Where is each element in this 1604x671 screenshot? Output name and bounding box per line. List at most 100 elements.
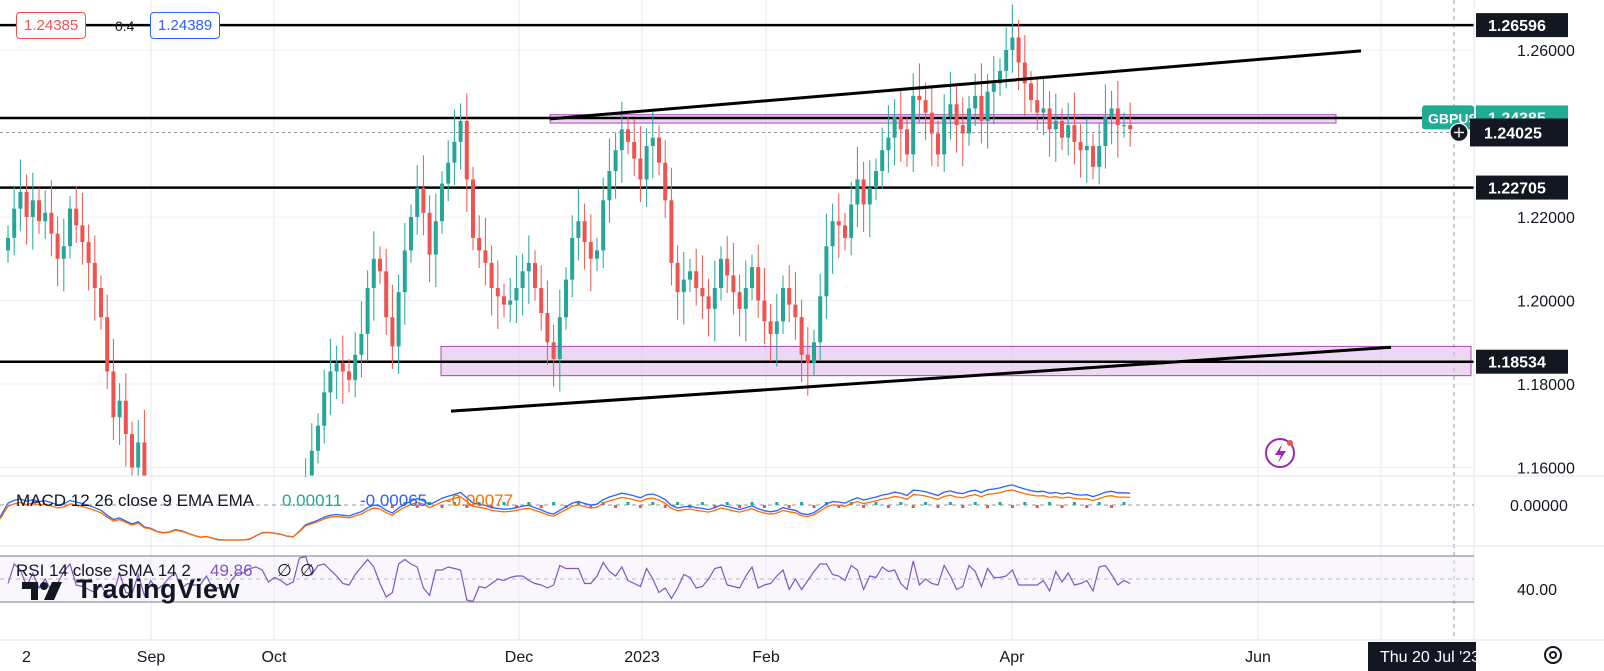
ask-price-box[interactable]: 1.24389 <box>150 12 221 39</box>
rsi-line <box>7 555 1131 603</box>
candle-body <box>533 262 537 288</box>
macd-histogram-bar <box>527 502 531 505</box>
macd-hist-value: -0.00077 <box>446 491 513 510</box>
candle-body <box>768 321 773 334</box>
candle-body <box>409 217 413 251</box>
candle-body <box>526 262 531 272</box>
candle-body <box>582 221 587 243</box>
candle-body <box>886 137 891 151</box>
candle-body <box>1004 50 1009 71</box>
candle-body <box>1060 120 1064 138</box>
candle-body <box>613 150 618 172</box>
settings-gear-icon <box>1544 646 1562 664</box>
candle-body <box>787 287 792 305</box>
candle-body <box>1072 125 1077 142</box>
price-axis-tick: 1.18000 <box>1517 377 1575 394</box>
candle-body <box>818 296 823 343</box>
candle-body <box>979 95 984 121</box>
bid-price-box[interactable]: 1.24385 <box>16 12 87 39</box>
candle-body <box>123 400 128 435</box>
candle-body <box>136 442 141 468</box>
candle-body <box>644 146 649 180</box>
upper-trendline <box>549 49 1362 121</box>
macd-histogram-bar <box>924 502 928 505</box>
candle-body <box>719 258 723 288</box>
candle-body <box>371 258 376 288</box>
macd-histogram-bar <box>552 502 556 505</box>
macd-histogram-bar <box>440 505 444 508</box>
candle-body <box>1122 125 1126 127</box>
candle-body <box>359 333 364 355</box>
candle-body <box>917 95 922 101</box>
candle-body <box>452 141 457 163</box>
candle-body <box>948 104 953 117</box>
macd-histogram-bar <box>700 502 704 505</box>
macd-histogram-bar <box>1122 502 1126 505</box>
candle-body <box>905 129 909 155</box>
candle-body <box>18 191 23 209</box>
macd-histogram-bar <box>428 502 432 505</box>
candle-body <box>601 200 606 251</box>
macd-histogram-bar <box>502 502 506 505</box>
lower-trendline <box>450 345 1392 413</box>
candle-body <box>545 313 550 343</box>
spread-value: 0.4 <box>115 18 135 34</box>
macd-histogram-bar <box>576 502 580 505</box>
time-axis-label: Feb <box>752 649 780 666</box>
time-axis-label: Sep <box>137 649 166 666</box>
candle-body <box>1103 116 1108 147</box>
candle-body <box>805 354 810 364</box>
macd-histogram-bar <box>837 505 841 508</box>
candle-body <box>669 200 674 263</box>
macd-histogram-bar <box>1060 505 1064 508</box>
macd-histogram-bar <box>614 505 618 508</box>
candle-body <box>477 237 482 251</box>
macd-histogram-bar <box>651 502 655 505</box>
macd-histogram-bar <box>936 505 940 508</box>
macd-histogram-bar <box>886 505 890 508</box>
crosshair-price-badge <box>1470 118 1568 147</box>
candle-body <box>74 208 79 226</box>
lightning-icon <box>1265 438 1295 468</box>
macd-label: MACD 12 26 close 9 EMA EMA <box>16 491 255 510</box>
candle-body <box>68 208 72 247</box>
rsi-extra: ∅ <box>277 561 292 580</box>
candle-body <box>694 271 699 288</box>
level-badge-label: 1.18534 <box>1488 355 1546 372</box>
candle-body <box>1022 62 1027 84</box>
candle-body <box>799 317 804 355</box>
candle-body <box>458 120 463 142</box>
candle-body <box>650 137 655 147</box>
candle-body <box>433 221 438 255</box>
candle-body <box>378 258 382 272</box>
candle-body <box>464 120 469 180</box>
candle-body <box>340 363 345 372</box>
candle-body <box>1041 108 1046 113</box>
candle-body <box>390 317 395 347</box>
price-axis-tick: 1.22000 <box>1517 210 1575 227</box>
candle-body <box>942 116 947 155</box>
candle-body <box>607 171 612 201</box>
macd-histogram-bar <box>986 505 990 508</box>
macd-histogram-bar <box>812 505 816 508</box>
candle-body <box>334 363 339 372</box>
price-axis-tick: 1.16000 <box>1517 461 1575 478</box>
macd-histogram-bar <box>948 502 952 505</box>
candle-body <box>657 137 661 163</box>
candle-body <box>681 279 686 293</box>
crosshair-date-badge <box>1368 642 1476 671</box>
candle-body <box>793 304 798 318</box>
candle-body <box>539 287 544 314</box>
candle-body <box>967 108 971 134</box>
candle-body <box>712 287 717 309</box>
candle-body <box>117 400 122 418</box>
candle-body <box>49 212 54 234</box>
candle-body <box>762 300 767 322</box>
candle-body <box>861 179 866 205</box>
candle-body <box>700 287 705 297</box>
crosshair-price-label: 1.24025 <box>1484 125 1542 142</box>
candle-body <box>638 158 643 180</box>
candle-body <box>415 187 420 217</box>
macd-histogram-bar <box>874 502 878 505</box>
